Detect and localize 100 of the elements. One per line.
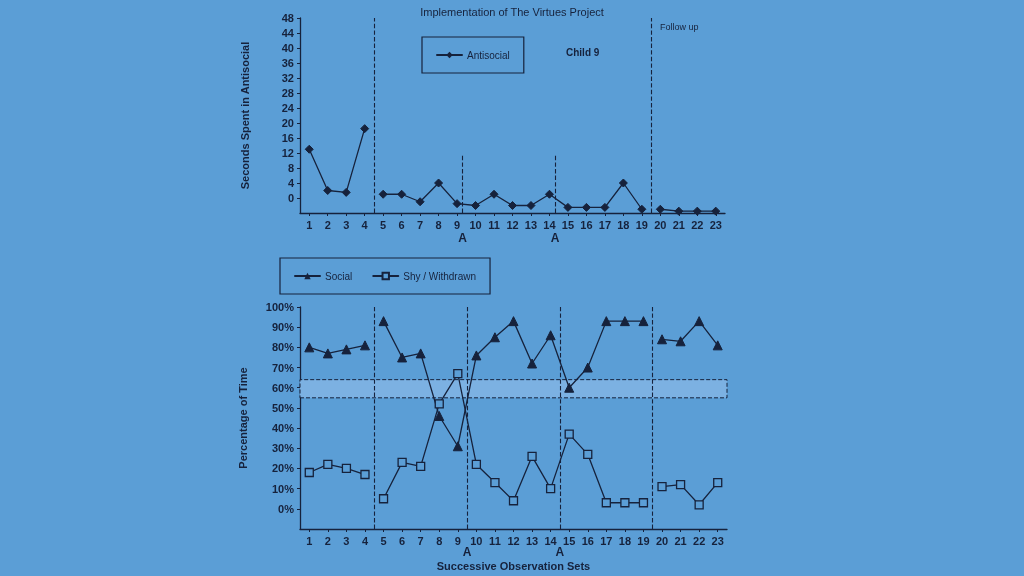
point <box>508 316 519 327</box>
point <box>434 178 444 188</box>
point <box>508 201 517 210</box>
point <box>601 498 611 508</box>
y-tick-label: 100% <box>265 301 295 313</box>
y-tick-label: 80% <box>271 341 295 354</box>
point <box>527 451 537 461</box>
point <box>583 449 593 459</box>
point <box>360 469 370 480</box>
x-tick-label: 20 <box>655 534 669 547</box>
y-tick-label: 60% <box>271 381 295 394</box>
point <box>600 202 610 212</box>
point <box>397 189 407 199</box>
y-tick-label: 40% <box>271 422 295 435</box>
point <box>415 197 425 207</box>
y-tick-label: 70% <box>271 361 295 374</box>
y-tick-label: 10% <box>271 482 295 495</box>
point <box>564 382 575 393</box>
point <box>713 477 723 488</box>
point <box>378 494 389 504</box>
point <box>341 187 351 197</box>
point <box>322 348 333 359</box>
ref-line-label: A <box>555 545 565 559</box>
x-tick-label: 1 <box>306 218 313 231</box>
point <box>675 479 686 490</box>
x-tick-label: 5 <box>380 218 387 231</box>
x-tick-label: 19 <box>637 534 650 547</box>
y-tick-label: 40 <box>281 42 294 54</box>
x-tick-label: 11 <box>488 218 500 231</box>
point <box>563 202 573 212</box>
point <box>638 498 649 508</box>
x-tick-label: 13 <box>525 534 539 547</box>
point <box>434 410 445 421</box>
point <box>341 344 352 355</box>
point <box>655 204 665 214</box>
point <box>490 477 500 488</box>
y-tick-label: 36 <box>281 57 294 69</box>
x-tick-label: 6 <box>399 534 406 547</box>
point <box>452 199 462 209</box>
y-tick-label: 16 <box>281 132 294 144</box>
y-tick-label: 0% <box>278 502 295 515</box>
x-tick-label: 12 <box>507 534 520 547</box>
legend-label: Shy / Withdrawn <box>403 270 477 282</box>
point <box>452 441 463 452</box>
x-tick-label: 23 <box>709 218 722 231</box>
x-tick-label: 8 <box>435 218 442 231</box>
x-tick-label: 12 <box>506 218 519 231</box>
point <box>434 399 444 409</box>
x-tick-label: 10 <box>470 534 483 547</box>
point <box>304 467 314 478</box>
ref-line-label: A <box>550 231 560 245</box>
y-tick-label: 32 <box>281 72 294 84</box>
x-tick-label: 3 <box>343 534 350 547</box>
x-tick-label: 15 <box>561 218 575 231</box>
point <box>582 362 593 373</box>
point <box>397 352 408 363</box>
point <box>471 350 482 361</box>
y-axis-title: Seconds Spent in Antisocial <box>238 41 251 190</box>
point <box>378 316 389 327</box>
point <box>638 316 649 327</box>
x-tick-label: 11 <box>489 534 501 547</box>
point <box>544 189 554 199</box>
y-tick-label: 44 <box>281 27 295 39</box>
point <box>694 500 704 510</box>
x-tick-label: 17 <box>598 218 612 231</box>
point <box>415 348 426 359</box>
point <box>657 481 667 492</box>
point <box>489 332 500 343</box>
point <box>545 330 556 341</box>
y-tick-label: 28 <box>281 87 294 99</box>
x-tick-label: 19 <box>635 218 648 231</box>
point <box>323 459 333 470</box>
x-tick-label: 15 <box>563 534 576 547</box>
point <box>360 124 370 134</box>
y-tick-label: 4 <box>287 177 295 189</box>
x-tick-label: 22 <box>691 218 704 231</box>
point <box>323 186 333 195</box>
x-axis-title: Successive Observation Sets <box>436 559 591 572</box>
point <box>508 496 519 506</box>
point <box>397 457 407 468</box>
point <box>304 144 314 154</box>
point <box>675 336 686 347</box>
y-tick-label: 90% <box>271 321 295 334</box>
x-tick-label: 22 <box>693 534 706 547</box>
x-tick-label: 18 <box>617 218 630 231</box>
point <box>378 189 388 199</box>
point <box>416 461 426 472</box>
ref-line-label: A <box>462 545 472 559</box>
y-axis-title: Percentage of Time <box>236 367 249 469</box>
y-tick-label: 0 <box>287 192 294 204</box>
point <box>637 204 647 214</box>
x-tick-label: 23 <box>711 534 724 547</box>
point <box>581 202 591 212</box>
point <box>657 334 668 345</box>
chart-title: Implementation of The Virtues Project <box>420 5 604 18</box>
point <box>526 201 536 210</box>
x-tick-label: 3 <box>343 218 350 231</box>
x-tick-label: 20 <box>654 218 667 231</box>
point <box>674 206 684 216</box>
x-tick-label: 10 <box>469 218 482 231</box>
